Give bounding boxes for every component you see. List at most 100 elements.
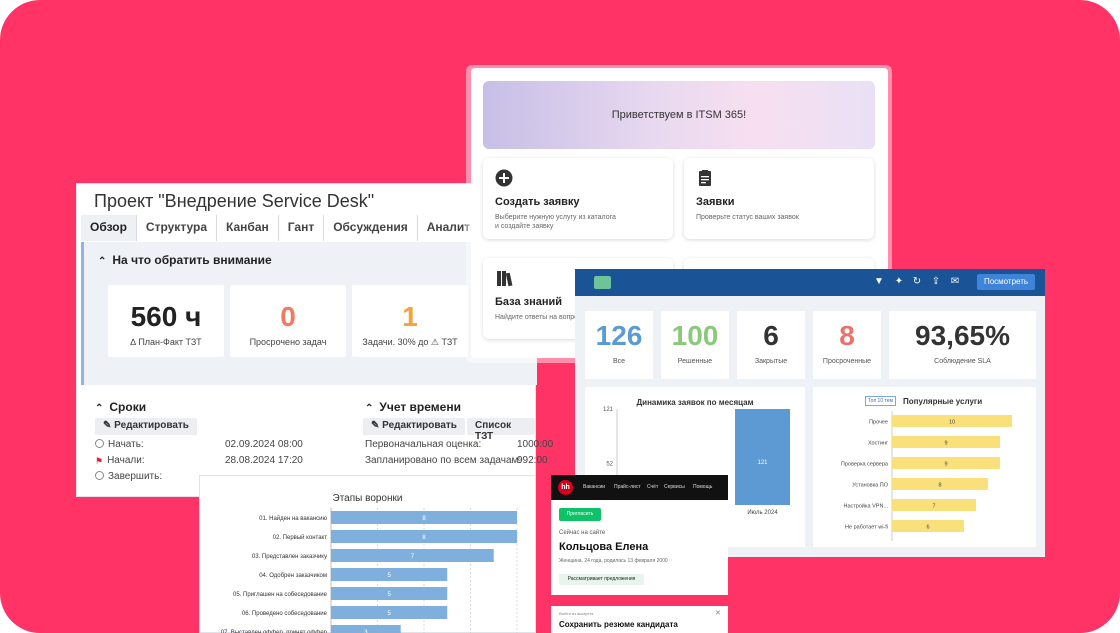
project-title: Проект "Внедрение Service Desk" [94, 191, 375, 211]
tab-structure[interactable]: Структура [137, 215, 218, 241]
hh-nav-vacancies[interactable]: Вакансии [583, 484, 606, 490]
kpi-label: Все [612, 358, 626, 365]
time-edit-button[interactable]: ✎ Редактировать [363, 418, 465, 435]
tile-create-request[interactable]: Создать заявку Выберите нужную услугу из… [483, 158, 673, 239]
y-tick-label: 52 [606, 462, 613, 468]
card-value: 0 [280, 301, 296, 332]
pencil-icon: ✎ [103, 420, 115, 431]
candidate-meta: Женщина, 24 года, родилась 13 февраля 20… [559, 558, 668, 564]
monitor-icon [594, 276, 611, 289]
hh-nav-services[interactable]: Сервисы [664, 484, 685, 490]
welcome-text: Приветствуем в ITSM 365! [611, 109, 747, 121]
data-label: 7 [411, 554, 415, 560]
card-label: Задачи. 30% до ⚠ ТЗТ [362, 337, 458, 347]
candidate-status-badge: Рассматривает предложения [559, 574, 644, 585]
tab-kanban[interactable]: Канбан [217, 215, 279, 241]
project-tabs: Обзор Структура Канбан Гант Обсуждения А… [81, 215, 499, 241]
hh-logo[interactable]: hh [558, 480, 573, 495]
kpi-value: 8 [839, 320, 855, 351]
category-label: 07. Выставлен оффер, принят оффер [221, 630, 328, 633]
terms-finish-label: Завершить: [95, 471, 162, 482]
terms-started-value: 28.08.2024 17:20 [225, 455, 303, 466]
tab-discussions[interactable]: Обсуждения [324, 215, 418, 241]
monthly-chart: 121 52 121 Июль 2024 [603, 407, 790, 516]
data-label: 5 [387, 573, 391, 579]
attention-section: ⌃ На что обратить внимание 560 ч ∆ План-Ф… [81, 242, 537, 385]
kpi-label: Соблюдение SLA [934, 358, 991, 365]
attention-card-overdue: 0 Просрочено задач [230, 285, 346, 357]
category-label: 03. Представлен заказчику [252, 554, 327, 560]
attention-heading-label: На что обратить внимание [112, 253, 272, 267]
funnel-chart: 8 01. Найден на вакансию 8 02. Первый конта… [221, 508, 518, 633]
popular-chart-box: Топ 10 тем Популярные услуги 10 Прочее 9 Хо… [813, 387, 1036, 547]
mail-icon[interactable]: ✉ [950, 276, 960, 287]
kpi-value: 100 [671, 320, 719, 351]
card-label: Просрочено задач [249, 337, 327, 347]
bar [892, 457, 1000, 469]
category-label: 04. Одобрен заказчиком [259, 573, 327, 579]
data-label: 8 [422, 535, 426, 541]
hh-panel: hh Вакансии Прайс-лист Счёт Сервисы Помо… [551, 475, 728, 595]
category-label: Установка ПО [852, 483, 888, 489]
kpi-resolved: 100 Решенные [661, 311, 729, 379]
kpi-label: Просроченные [822, 358, 872, 365]
chevron-up-icon: ⌃ [95, 403, 104, 414]
bar [892, 436, 1000, 448]
top-badge[interactable]: Топ 10 тем [865, 396, 896, 406]
time-heading[interactable]: ⌃ Учет времени [365, 400, 461, 414]
bar [735, 409, 790, 505]
hh-nav-help[interactable]: Помощь [693, 484, 713, 490]
tile-title: База знаний [495, 296, 563, 308]
attention-heading[interactable]: ⌃ На что обратить внимание [98, 253, 272, 267]
candidate-name: Кольцова Елена [559, 541, 649, 553]
refresh-icon[interactable]: ↻ [912, 276, 922, 287]
tile-desc: Найдите ответы на вопросы [495, 314, 575, 321]
time-estimate-label: Первоначальная оценка: [365, 439, 482, 450]
tab-overview[interactable]: Обзор [81, 215, 137, 241]
category-label: 05. Приглашен на собеседование [233, 592, 328, 598]
hh-nav-account[interactable]: Счёт [647, 484, 659, 490]
tile-requests[interactable]: Заявки Проверьте статус ваших заявок [684, 158, 874, 239]
close-icon[interactable]: ✕ [715, 610, 721, 617]
terms-started-label: ⚑ Начали: [95, 455, 145, 466]
kpi-value: 93,65% [915, 320, 1010, 351]
kpi-value: 126 [595, 320, 643, 351]
terms-heading[interactable]: ⌃ Сроки [95, 400, 146, 414]
terms-heading-label: Сроки [109, 400, 147, 414]
bar [331, 511, 517, 524]
terms-finish-text: Завершить: [108, 471, 163, 482]
category-label: Не работает wi-fi [845, 525, 888, 531]
hh-nav-pricelist[interactable]: Прайс-лист [614, 484, 641, 490]
category-label: 01. Найден на вакансию [259, 515, 327, 522]
kpi-label: Закрытые [754, 358, 788, 365]
terms-start-text: Начать: [108, 439, 144, 450]
invite-button[interactable]: Пригласить [559, 508, 601, 521]
category-label: Хостинг [868, 441, 888, 447]
pencil-icon: ✎ [371, 420, 383, 431]
chevron-up-icon: ⌃ [98, 256, 107, 267]
kpi-value: 6 [763, 320, 779, 351]
save-resume-sub[interactable]: Выйти из аккаунта [559, 611, 594, 616]
bar [331, 530, 517, 543]
tile-desc: Выберите нужную услугу из каталога и созд… [495, 214, 616, 230]
attention-card-tasks: 1 Задачи. 30% до ⚠ ТЗТ [352, 285, 468, 357]
tab-gantt[interactable]: Гант [279, 215, 325, 241]
card-value: 560 ч [130, 301, 202, 332]
data-label: 6 [926, 525, 929, 531]
brush-icon[interactable]: ✦ [894, 276, 904, 287]
tile-title: Создать заявку [495, 196, 580, 208]
data-label: 8 [938, 483, 941, 489]
category-label: Настройка VPN... [844, 503, 889, 510]
view-button[interactable]: Посмотреть [977, 274, 1035, 290]
terms-started-text: Начали: [107, 455, 145, 466]
popular-chart: 10 Прочее 9 Хостинг 9 Проверка сервера 8 Устано… [841, 411, 1012, 541]
terms-edit-button[interactable]: ✎ Редактировать [95, 418, 197, 435]
category-label: 06. Проведено собеседование [242, 611, 328, 617]
time-planned-label: Запланировано по всем задачам: [365, 455, 522, 466]
online-status: Сейчас на сайте [559, 530, 606, 536]
filter-icon[interactable]: ▼ [874, 276, 884, 287]
tile-title: Заявки [696, 196, 735, 208]
x-tick-label: Июль 2024 [747, 510, 778, 516]
time-list-button[interactable]: Список ТЗТ [467, 418, 535, 442]
export-icon[interactable]: ⇪ [931, 276, 941, 287]
